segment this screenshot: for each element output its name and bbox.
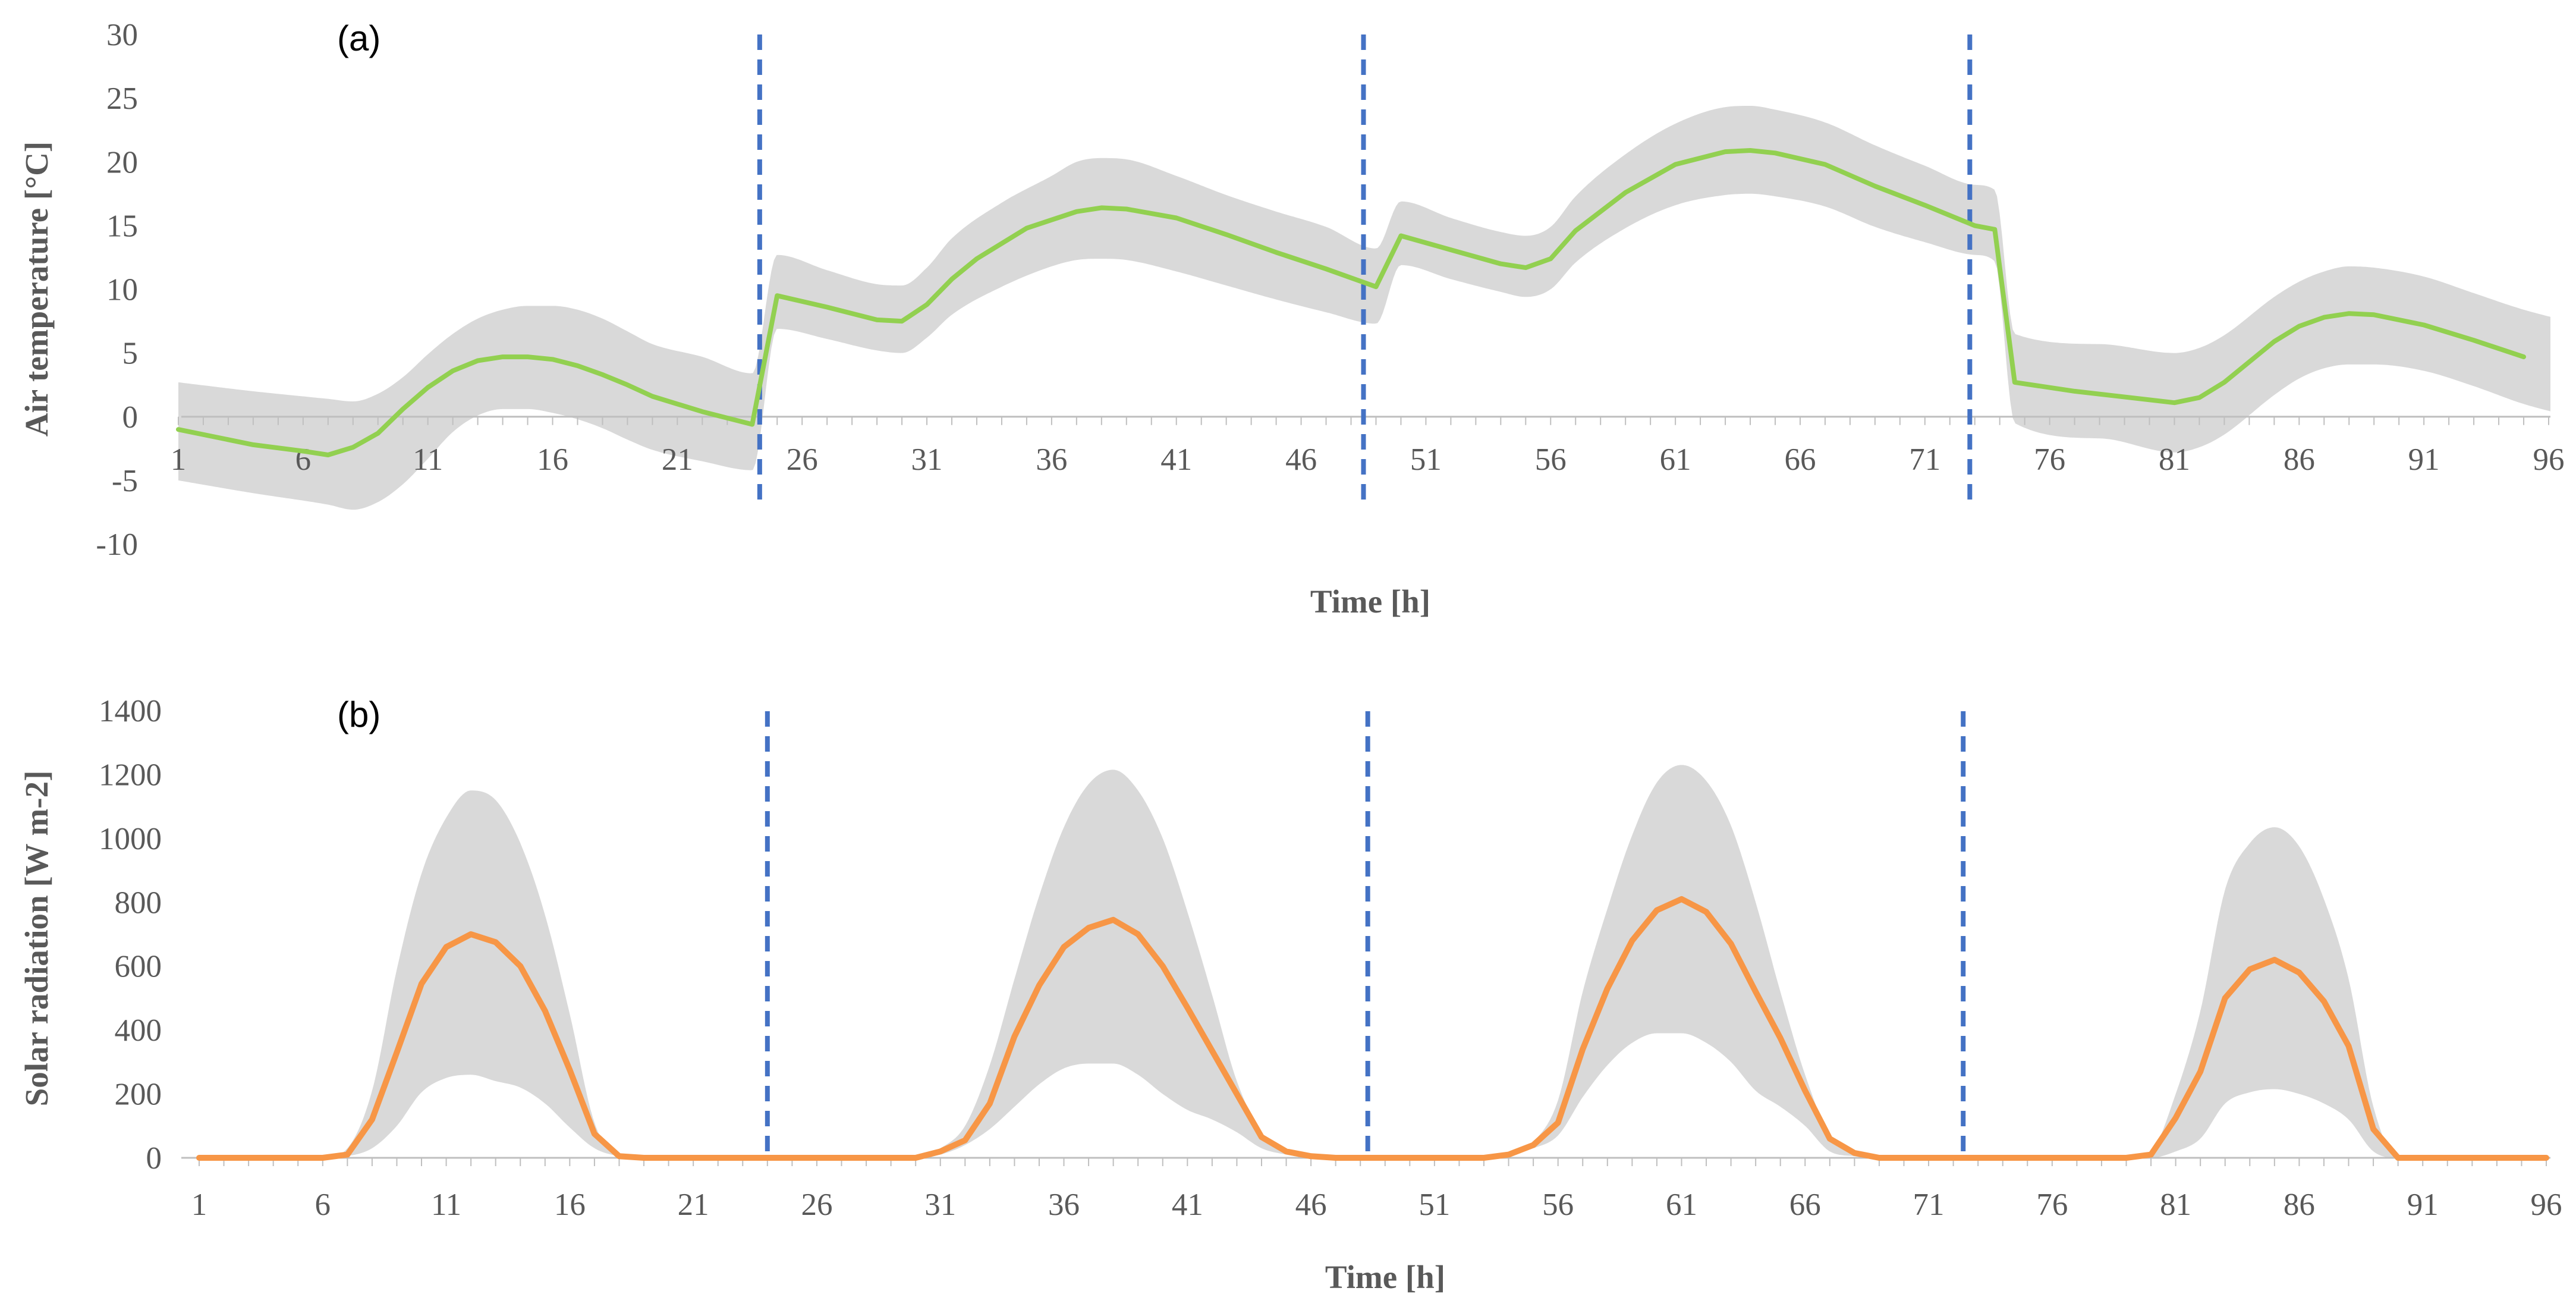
x-tick-label: 81: [2159, 442, 2190, 477]
y-tick-label: 1000: [99, 822, 162, 856]
y-tick-label: 5: [122, 337, 139, 371]
x-tick-label: 16: [554, 1188, 586, 1222]
x-tick-label: 11: [413, 442, 443, 477]
x-tick-label: 1: [171, 442, 187, 477]
x-tick-label: 6: [295, 442, 312, 477]
x-tick-label: 51: [1410, 442, 1442, 477]
x-tick-label: 41: [1160, 442, 1192, 477]
x-tick-label: 71: [1909, 442, 1940, 477]
y-tick-label: 1200: [99, 758, 162, 792]
y-tick-label: -5: [112, 464, 138, 498]
radiation-range-band: [199, 765, 2546, 1158]
y-tick-label: 0: [146, 1141, 162, 1176]
x-tick-label: 76: [2034, 442, 2065, 477]
x-tick-label: 36: [1048, 1188, 1080, 1222]
y-tick-label: 200: [115, 1078, 162, 1112]
x-tick-label: 91: [2408, 442, 2440, 477]
x-tick-label: 66: [1789, 1188, 1821, 1222]
radiation-y-axis-title: Solar radiation [W m-2]: [18, 771, 55, 1107]
x-tick-label: 41: [1172, 1188, 1203, 1222]
x-tick-label: 91: [2407, 1188, 2439, 1222]
y-tick-label: 0: [122, 400, 139, 435]
x-tick-label: 56: [1542, 1188, 1574, 1222]
x-tick-label: 21: [662, 442, 693, 477]
x-tick-label: 71: [1913, 1188, 1945, 1222]
x-tick-label: 46: [1285, 442, 1317, 477]
x-tick-label: 46: [1295, 1188, 1327, 1222]
y-tick-label: 30: [106, 18, 138, 52]
x-tick-label: 96: [2533, 442, 2565, 477]
x-tick-label: 36: [1036, 442, 1067, 477]
y-tick-label: 25: [106, 81, 138, 116]
x-tick-label: 81: [2160, 1188, 2191, 1222]
panel-label-a: (a): [337, 18, 380, 58]
x-tick-label: 61: [1660, 442, 1691, 477]
x-tick-label: 31: [911, 442, 943, 477]
x-tick-label: 26: [801, 1188, 832, 1222]
y-tick-label: 20: [106, 145, 138, 180]
x-tick-label: 51: [1418, 1188, 1450, 1222]
y-tick-label: 1400: [99, 694, 162, 728]
temperature-x-axis-title: Time [h]: [1310, 583, 1430, 620]
panel-label-b: (b): [337, 695, 380, 734]
radiation-x-axis-title: Time [h]: [1325, 1259, 1445, 1295]
x-tick-label: 96: [2531, 1188, 2562, 1222]
x-tick-label: 6: [315, 1188, 331, 1222]
y-tick-label: 400: [115, 1013, 162, 1048]
x-tick-label: 86: [2284, 442, 2315, 477]
x-tick-label: 86: [2284, 1188, 2315, 1222]
y-tick-label: 10: [106, 273, 138, 307]
y-tick-label: 800: [115, 885, 162, 920]
x-tick-label: 66: [1784, 442, 1816, 477]
temperature-mean-line: [176, 148, 2526, 457]
x-tick-label: 26: [787, 442, 818, 477]
x-tick-label: 1: [191, 1188, 207, 1222]
y-tick-label: 15: [106, 209, 138, 243]
x-tick-label: 56: [1535, 442, 1567, 477]
radiation-mean-line: [196, 896, 2549, 1161]
x-tick-label: 16: [537, 442, 568, 477]
y-tick-label: -10: [96, 527, 138, 562]
x-tick-label: 21: [678, 1188, 709, 1222]
x-tick-label: 11: [431, 1188, 461, 1222]
x-tick-label: 31: [924, 1188, 956, 1222]
temperature-y-axis-title: Air temperature [°C]: [18, 142, 55, 436]
x-tick-label: 76: [2036, 1188, 2068, 1222]
temperature-range-band: [178, 106, 2550, 510]
x-tick-label: 61: [1666, 1188, 1697, 1222]
y-tick-label: 600: [115, 950, 162, 984]
